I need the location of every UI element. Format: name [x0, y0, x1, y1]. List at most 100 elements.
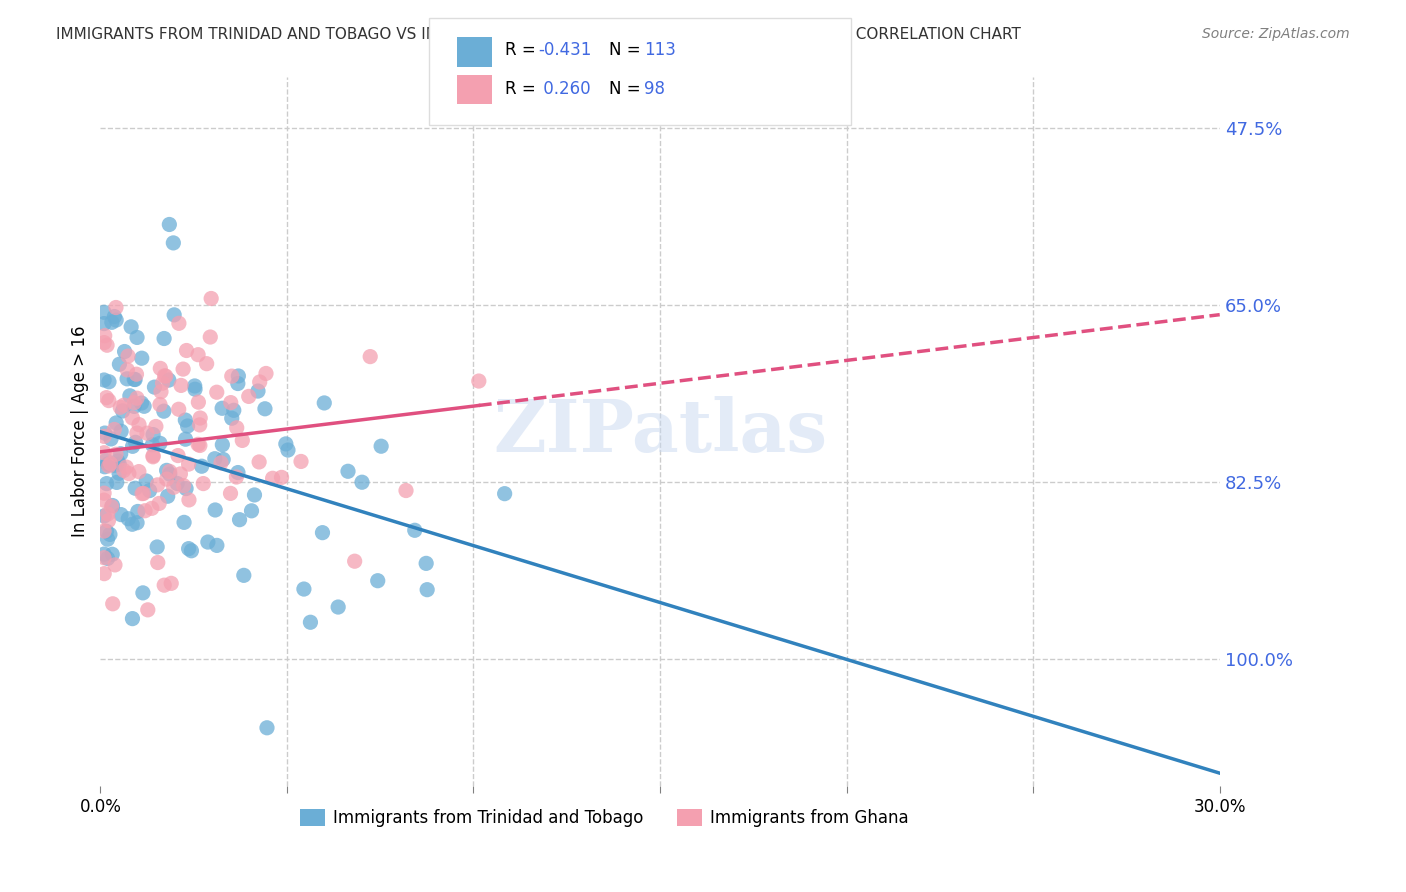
Point: [112, 463, 135, 477]
Point: [197, 535, 219, 549]
Point: [314, 396, 336, 410]
Text: N =: N =: [609, 41, 645, 59]
Point: [247, 455, 270, 469]
Point: [231, 434, 253, 448]
Text: R =: R =: [505, 41, 541, 59]
Point: [122, 372, 145, 386]
Text: Source: ZipAtlas.com: Source: ZipAtlas.com: [1202, 27, 1350, 41]
Point: [172, 362, 194, 376]
Point: [232, 568, 254, 582]
Point: [169, 467, 191, 481]
Text: 113: 113: [644, 41, 676, 59]
Text: R =: R =: [505, 80, 541, 98]
Point: [103, 458, 125, 473]
Point: [162, 235, 184, 250]
Point: [226, 466, 249, 480]
Point: [311, 525, 333, 540]
Point: [93, 486, 115, 500]
Text: IMMIGRANTS FROM TRINIDAD AND TOBAGO VS IMMIGRANTS FROM GHANA IN LABOR FORCE | AG: IMMIGRANTS FROM TRINIDAD AND TOBAGO VS I…: [56, 27, 1021, 43]
Point: [277, 443, 299, 458]
Point: [142, 449, 165, 463]
Point: [115, 372, 138, 386]
Point: [97, 507, 120, 521]
Point: [131, 486, 153, 500]
Point: [174, 413, 197, 427]
Point: [187, 437, 209, 451]
Point: [114, 344, 136, 359]
Point: [404, 523, 426, 537]
Point: [337, 464, 360, 478]
Point: [117, 512, 139, 526]
Point: [148, 496, 170, 510]
Point: [222, 403, 245, 417]
Point: [188, 438, 211, 452]
Point: [111, 404, 134, 418]
Point: [108, 357, 131, 371]
Point: [183, 379, 205, 393]
Point: [246, 384, 269, 398]
Point: [159, 467, 181, 482]
Point: [122, 395, 145, 409]
Point: [117, 349, 139, 363]
Point: [226, 376, 249, 391]
Point: [93, 446, 115, 460]
Point: [204, 451, 226, 466]
Y-axis label: In Labor Force | Age > 16: In Labor Force | Age > 16: [72, 326, 89, 537]
Point: [359, 350, 381, 364]
Point: [142, 450, 165, 464]
Point: [141, 501, 163, 516]
Point: [104, 301, 127, 315]
Point: [253, 401, 276, 416]
Point: [225, 421, 247, 435]
Point: [200, 292, 222, 306]
Point: [93, 524, 115, 538]
Point: [153, 368, 176, 383]
Point: [105, 475, 128, 490]
Point: [98, 527, 121, 541]
Point: [200, 330, 222, 344]
Text: ZIPatlas: ZIPatlas: [494, 396, 827, 467]
Point: [93, 508, 115, 523]
Point: [176, 343, 198, 358]
Point: [170, 378, 193, 392]
Point: [173, 478, 195, 492]
Point: [225, 470, 247, 484]
Point: [205, 538, 228, 552]
Point: [127, 504, 149, 518]
Point: [143, 380, 166, 394]
Point: [228, 369, 250, 384]
Point: [125, 425, 148, 440]
Point: [153, 331, 176, 345]
Point: [105, 416, 128, 430]
Point: [343, 554, 366, 568]
Point: [177, 541, 200, 556]
Point: [104, 558, 127, 572]
Point: [155, 369, 177, 384]
Point: [149, 361, 172, 376]
Point: [121, 612, 143, 626]
Point: [134, 504, 156, 518]
Legend: Immigrants from Trinidad and Tobago, Immigrants from Ghana: Immigrants from Trinidad and Tobago, Imm…: [292, 803, 915, 834]
Point: [103, 310, 125, 324]
Point: [120, 319, 142, 334]
Point: [101, 547, 124, 561]
Point: [163, 480, 186, 494]
Point: [136, 603, 159, 617]
Point: [101, 315, 124, 329]
Point: [367, 574, 389, 588]
Point: [299, 615, 322, 630]
Text: 98: 98: [644, 80, 665, 98]
Point: [156, 463, 179, 477]
Point: [97, 514, 120, 528]
Point: [128, 465, 150, 479]
Point: [94, 426, 117, 441]
Point: [118, 467, 141, 481]
Point: [118, 389, 141, 403]
Point: [149, 398, 172, 412]
Text: -0.431: -0.431: [538, 41, 592, 59]
Point: [135, 474, 157, 488]
Point: [121, 517, 143, 532]
Point: [101, 597, 124, 611]
Point: [174, 482, 197, 496]
Point: [93, 547, 115, 561]
